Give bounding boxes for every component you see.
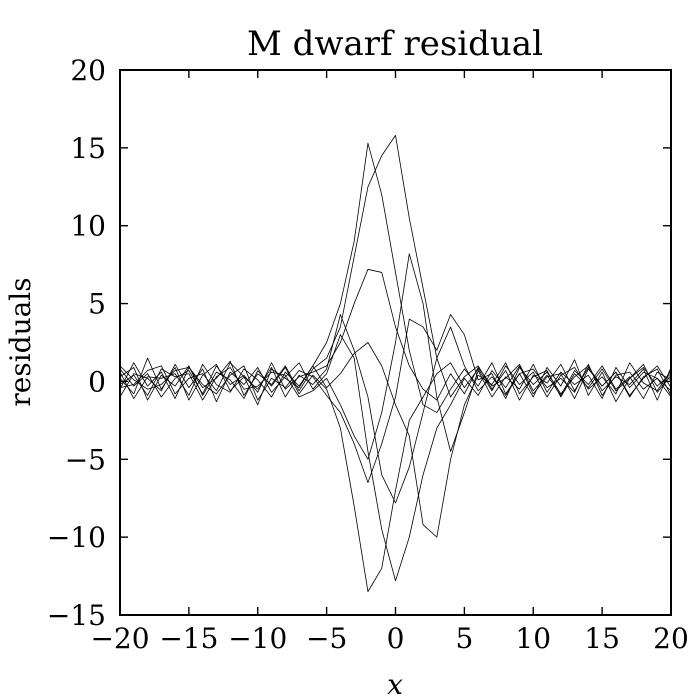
x-tick-label: −10 <box>228 622 287 655</box>
y-tick-label: 0 <box>88 365 106 398</box>
series-line-4 <box>119 334 672 582</box>
y-axis-label: residuals <box>4 277 37 406</box>
series-line-7 <box>119 342 672 538</box>
x-tick-label: 20 <box>653 622 689 655</box>
y-tick-label: 10 <box>70 210 106 243</box>
y-tick-label: −5 <box>65 443 106 476</box>
series-line-2 <box>119 134 672 401</box>
plot-lines <box>119 134 672 593</box>
y-tick-label: 5 <box>88 288 106 321</box>
y-tick-label: 20 <box>70 54 106 87</box>
x-tick-label: −15 <box>159 622 218 655</box>
series-line-5 <box>119 362 672 593</box>
x-axis: −20 −15 −10 −5 0 5 10 15 20 <box>90 70 689 655</box>
x-tick-label: −20 <box>90 622 149 655</box>
y-tick-label: −15 <box>47 599 106 632</box>
series-line-8 <box>119 253 672 460</box>
y-tick-label: 15 <box>70 132 106 165</box>
series-line-3 <box>119 268 672 401</box>
series-line-9 <box>119 314 672 484</box>
x-tick-label: 10 <box>515 622 551 655</box>
x-tick-label: 5 <box>455 622 473 655</box>
x-axis-label: x <box>387 668 403 700</box>
series-line-1 <box>119 142 672 413</box>
chart-title: M dwarf residual <box>247 24 543 64</box>
x-tick-label: 0 <box>387 622 405 655</box>
x-tick-label: 15 <box>584 622 620 655</box>
x-tick-label: −5 <box>306 622 347 655</box>
y-axis: −15 −10 −5 0 5 10 15 20 <box>47 54 671 632</box>
y-tick-label: −10 <box>47 521 106 554</box>
